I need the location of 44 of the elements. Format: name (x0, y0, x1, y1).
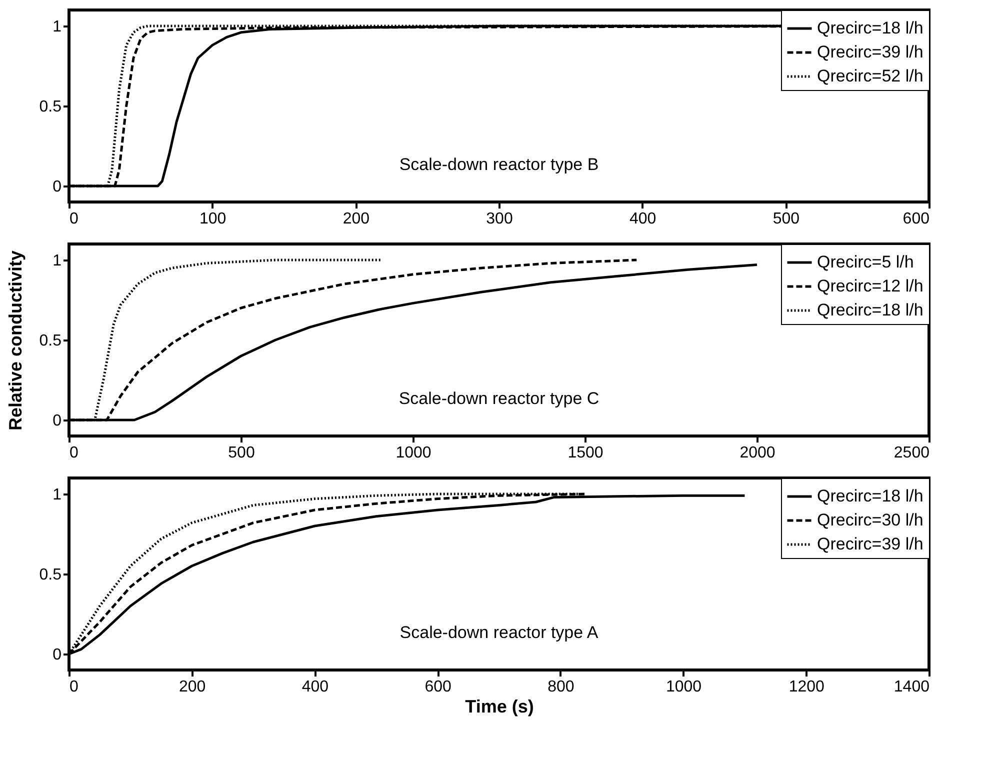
annotation: Scale-down reactor type C (398, 389, 600, 408)
x-tick-label: 1400 (894, 678, 930, 696)
x-tick-label: 300 (486, 210, 513, 228)
y-tick-label: 0.5 (39, 332, 62, 350)
annotation: Scale-down reactor type B (399, 155, 599, 174)
x-tick-label: 200 (342, 210, 370, 228)
legend-label: Qrecirc=5 l/h (817, 252, 914, 272)
y-tick-label: 1 (52, 18, 62, 36)
y-axis-title: Relative conductivity (5, 250, 26, 431)
y-tick-label: 0 (52, 412, 62, 430)
x-tick-label: 100 (199, 210, 226, 228)
x-tick-label: 1000 (666, 678, 702, 696)
x-tick-label: 1000 (396, 444, 432, 462)
x-tick-label: 800 (548, 678, 574, 696)
y-tick-label: 0 (52, 646, 62, 664)
y-tick-label: 0 (52, 178, 62, 196)
x-tick-label: 200 (179, 678, 206, 696)
x-axis-title: Time (s) (465, 696, 534, 716)
legend-label: Qrecirc=39 l/h (817, 42, 924, 62)
x-tick-label: 2000 (740, 444, 776, 462)
legend-label: Qrecirc=39 l/h (817, 534, 924, 554)
x-tick-label: 500 (228, 444, 255, 462)
x-tick-label: 400 (629, 210, 656, 228)
x-tick-label: 1500 (568, 444, 604, 462)
x-tick-label: 500 (772, 210, 800, 228)
y-tick-label: 0.5 (39, 566, 62, 584)
legend-label: Qrecirc=18 l/h (817, 18, 924, 38)
x-tick-label: 600 (902, 210, 930, 228)
y-tick-label: 0.5 (39, 98, 62, 116)
y-tick-label: 1 (52, 486, 62, 504)
x-tick-label: 400 (302, 678, 329, 696)
x-tick-label: 0 (70, 444, 78, 462)
legend-label: Qrecirc=12 l/h (817, 276, 924, 296)
y-tick-label: 1 (52, 252, 62, 270)
legend-label: Qrecirc=18 l/h (817, 486, 924, 506)
x-tick-label: 0 (70, 210, 78, 228)
x-tick-label: 2500 (894, 444, 930, 462)
x-tick-label: 1200 (788, 678, 825, 696)
x-tick-label: 0 (70, 678, 78, 696)
legend-label: Qrecirc=52 l/h (817, 66, 924, 86)
legend-label: Qrecirc=18 l/h (817, 300, 924, 320)
legend-label: Qrecirc=30 l/h (817, 510, 924, 530)
annotation: Scale-down reactor type A (400, 623, 599, 642)
x-tick-label: 600 (424, 678, 452, 696)
